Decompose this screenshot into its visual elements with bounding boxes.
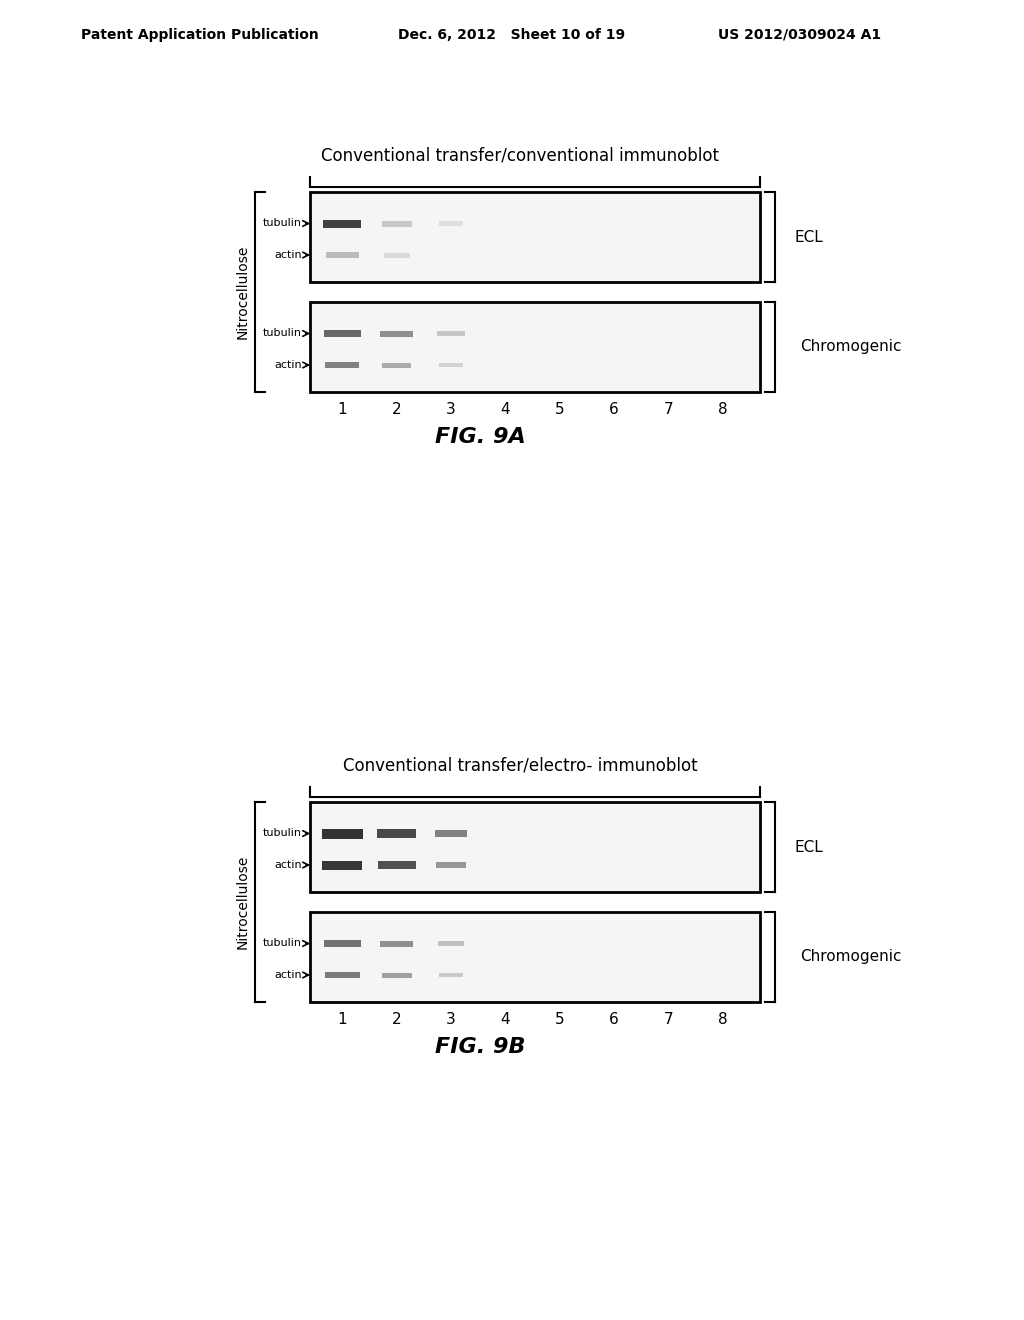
Text: tubulin: tubulin bbox=[263, 329, 302, 338]
Bar bbox=[310, 803, 760, 892]
Text: 7: 7 bbox=[664, 1012, 673, 1027]
Text: 3: 3 bbox=[446, 1012, 456, 1027]
Bar bbox=[438, 220, 463, 226]
Text: 2: 2 bbox=[392, 1012, 401, 1027]
Bar bbox=[324, 219, 361, 227]
Text: ECL: ECL bbox=[795, 230, 823, 244]
Text: 5: 5 bbox=[555, 1012, 564, 1027]
Bar bbox=[439, 973, 463, 977]
Bar bbox=[326, 362, 359, 368]
Text: actin: actin bbox=[274, 360, 302, 370]
Bar bbox=[437, 331, 465, 337]
Text: 1: 1 bbox=[337, 403, 347, 417]
Bar bbox=[325, 972, 359, 978]
Bar bbox=[310, 302, 760, 392]
Bar bbox=[434, 830, 467, 837]
Bar bbox=[380, 330, 414, 337]
Bar bbox=[324, 940, 360, 946]
Bar bbox=[324, 330, 360, 337]
Text: Patent Application Publication: Patent Application Publication bbox=[81, 28, 318, 42]
Text: 4: 4 bbox=[501, 1012, 510, 1027]
Text: actin: actin bbox=[274, 249, 302, 260]
Text: 6: 6 bbox=[609, 1012, 618, 1027]
Text: tubulin: tubulin bbox=[263, 219, 302, 228]
Bar bbox=[384, 252, 410, 257]
Text: ECL: ECL bbox=[795, 840, 823, 854]
Bar bbox=[310, 191, 760, 282]
Bar bbox=[322, 829, 362, 838]
Bar bbox=[323, 861, 362, 870]
Text: 4: 4 bbox=[501, 403, 510, 417]
Bar bbox=[382, 973, 412, 978]
Text: Nitrocellulose: Nitrocellulose bbox=[236, 855, 250, 949]
Text: Nitrocellulose: Nitrocellulose bbox=[236, 244, 250, 339]
Bar bbox=[382, 220, 412, 227]
Text: tubulin: tubulin bbox=[263, 829, 302, 838]
Bar bbox=[310, 912, 760, 1002]
Bar bbox=[377, 829, 416, 838]
Text: 3: 3 bbox=[446, 403, 456, 417]
Text: Chromogenic: Chromogenic bbox=[800, 949, 901, 965]
Text: 7: 7 bbox=[664, 403, 673, 417]
Text: 2: 2 bbox=[392, 403, 401, 417]
Bar bbox=[438, 941, 464, 946]
Text: US 2012/0309024 A1: US 2012/0309024 A1 bbox=[719, 28, 882, 42]
Text: 1: 1 bbox=[337, 1012, 347, 1027]
Text: Dec. 6, 2012   Sheet 10 of 19: Dec. 6, 2012 Sheet 10 of 19 bbox=[398, 28, 626, 42]
Bar bbox=[439, 363, 463, 367]
Text: 8: 8 bbox=[718, 403, 728, 417]
Text: FIG. 9A: FIG. 9A bbox=[434, 426, 525, 447]
Text: actin: actin bbox=[274, 970, 302, 979]
Text: 6: 6 bbox=[609, 403, 618, 417]
Bar bbox=[382, 363, 412, 367]
Bar bbox=[436, 862, 466, 869]
Text: actin: actin bbox=[274, 861, 302, 870]
Text: Chromogenic: Chromogenic bbox=[800, 339, 901, 355]
Text: 8: 8 bbox=[718, 1012, 728, 1027]
Text: Conventional transfer/conventional immunoblot: Conventional transfer/conventional immun… bbox=[321, 147, 719, 164]
Bar bbox=[380, 940, 413, 946]
Text: tubulin: tubulin bbox=[263, 939, 302, 949]
Bar bbox=[378, 861, 416, 869]
Text: 5: 5 bbox=[555, 403, 564, 417]
Text: Conventional transfer/electro- immunoblot: Conventional transfer/electro- immunoblo… bbox=[343, 756, 697, 774]
Bar bbox=[326, 252, 358, 257]
Text: FIG. 9B: FIG. 9B bbox=[435, 1038, 525, 1057]
